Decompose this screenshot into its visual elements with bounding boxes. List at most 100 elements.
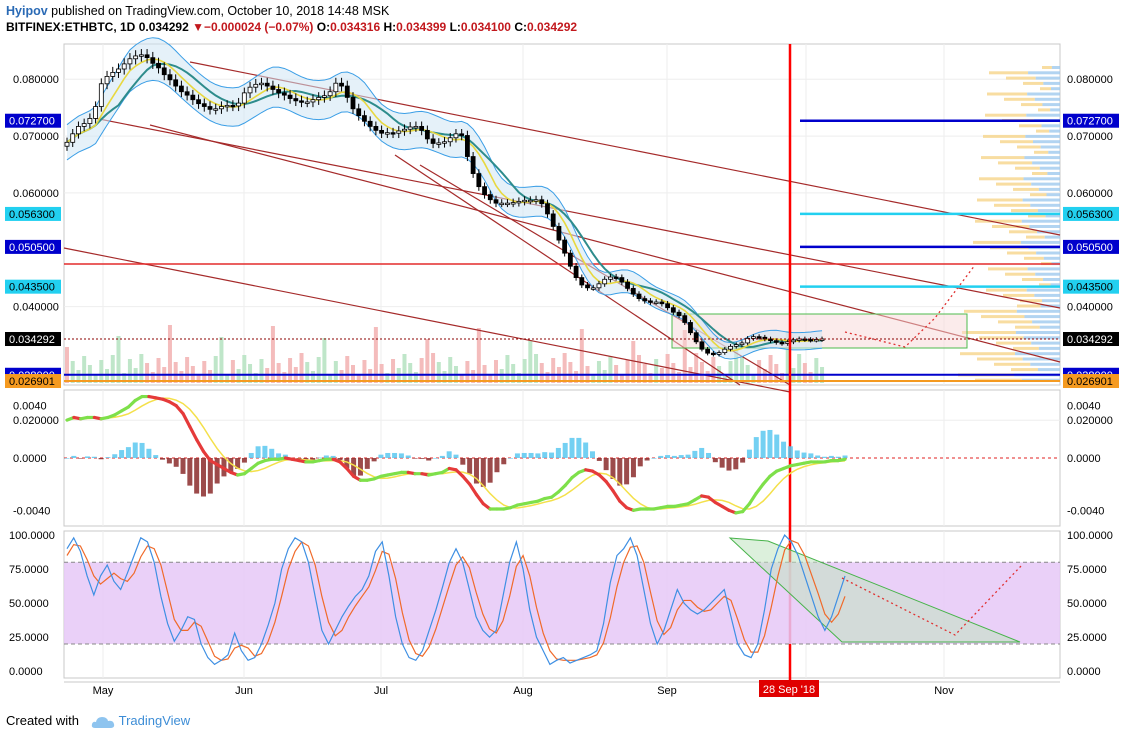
candle-body — [464, 135, 470, 157]
symbol-label: BITFINEX:ETHBTC, 1D — [6, 20, 136, 34]
volume-profile-bar — [962, 331, 1016, 334]
macd-tick-left: -0.0040 — [13, 505, 50, 517]
candle-body — [138, 54, 144, 57]
date-marker-tag — [759, 680, 819, 697]
volume-bar — [768, 355, 773, 383]
volume-profile-bar — [1050, 283, 1060, 287]
price-change: −0.000024 (−0.07%) — [203, 20, 314, 34]
volume-bar — [116, 336, 121, 383]
macd-histogram-bar — [207, 458, 213, 494]
candle-body — [545, 203, 550, 215]
open-label: O: — [316, 20, 331, 34]
macd-histogram-bar — [596, 458, 602, 461]
volume-bar — [539, 363, 544, 383]
macd-histogram-bar — [71, 455, 77, 458]
author-name[interactable]: Hyipov — [6, 4, 48, 18]
volume-profile-bar — [1042, 299, 1060, 303]
candle-body — [533, 199, 539, 202]
volume-profile-bar — [998, 320, 1033, 324]
candle-body — [270, 85, 276, 90]
macd-histogram-bar — [419, 458, 425, 459]
cloud-icon — [91, 716, 114, 728]
price-level-tag-text: 0.026901 — [9, 376, 55, 388]
macd-histogram-bar — [269, 448, 275, 458]
price-level-tag-left — [5, 113, 61, 128]
macd-histogram-bar — [808, 453, 814, 458]
macd-histogram-bar — [173, 458, 179, 467]
candle-body — [362, 115, 367, 122]
volume-bar — [127, 359, 132, 383]
volume-profile-bar — [1040, 145, 1060, 149]
macd-histogram-bar — [344, 458, 350, 469]
candle-body — [619, 277, 625, 283]
y-tick-label-left: 0.080000 — [13, 74, 59, 86]
volume-profile-bar — [1004, 97, 1035, 101]
volume-bar — [373, 327, 378, 383]
candle-body — [430, 138, 436, 144]
macd-histogram-bar — [781, 441, 787, 458]
volume-bar — [225, 374, 230, 383]
trend-channel-line — [63, 247, 791, 393]
volume-profile-bar — [989, 71, 1029, 75]
volume-bar — [65, 347, 69, 383]
volume-profile-bar — [1027, 92, 1060, 96]
volume-bar — [310, 371, 315, 383]
macd-histogram-bar — [105, 457, 111, 458]
volume-profile-bar — [979, 336, 1024, 340]
macd-histogram-bar — [453, 454, 459, 458]
volume-bar — [276, 363, 281, 383]
macd-tick-right: 0.0000 — [1067, 453, 1101, 465]
candle-body — [705, 348, 711, 354]
macd-histogram-bar — [726, 458, 732, 471]
candle-body — [104, 75, 110, 85]
macd-histogram-bar — [357, 458, 363, 476]
macd-histogram-bar — [166, 458, 172, 464]
volume-bar — [534, 354, 539, 383]
volume-profile-bar — [1034, 97, 1060, 101]
volume-profile-bar — [1039, 166, 1060, 170]
candle-body — [642, 298, 648, 302]
macd-histogram-bar — [774, 434, 780, 458]
tradingview-brand[interactable]: TradingView — [118, 713, 191, 728]
volume-bar — [248, 364, 253, 383]
volume-bar — [379, 364, 384, 383]
candle-body — [213, 108, 219, 111]
volume-bar — [677, 372, 682, 383]
volume-profile-bar — [992, 225, 1030, 228]
macd-histogram-bar — [589, 451, 595, 458]
candle-body — [482, 186, 487, 196]
volume-profile-bar — [1020, 240, 1060, 244]
macd-line-segment — [563, 476, 574, 488]
volume-bar — [431, 353, 436, 383]
macd-histogram-bar — [603, 458, 609, 471]
volume-profile-bar — [1027, 267, 1060, 271]
volume-profile-bar — [1043, 256, 1060, 260]
volume-profile-bar — [1035, 272, 1060, 276]
volume-bar — [511, 364, 516, 383]
candle-body — [70, 133, 76, 143]
volume-bar — [425, 339, 430, 383]
price-level-tag-right — [1063, 279, 1119, 294]
volume-profile-bar — [1046, 193, 1060, 197]
candle-body — [773, 340, 779, 343]
macd-histogram-bar — [446, 451, 452, 458]
volume-bar — [288, 358, 293, 383]
volume-bar — [402, 354, 407, 383]
macd-histogram-bar — [262, 445, 268, 458]
high-value: 0.034399 — [396, 20, 447, 34]
macd-histogram-bar — [767, 429, 773, 458]
volume-bar — [699, 362, 704, 383]
volume-profile-bar — [977, 357, 1023, 361]
volume-profile-bar — [1017, 304, 1041, 308]
volume-bar — [762, 369, 767, 383]
volume-bar — [579, 329, 584, 383]
volume-profile-bar — [1020, 299, 1042, 303]
volume-bar — [185, 357, 190, 383]
volume-profile-bar — [986, 288, 1027, 292]
candle-body — [259, 82, 264, 86]
macd-histogram-bar — [842, 455, 848, 458]
macd-histogram-bar — [487, 458, 493, 483]
publish-info: published on TradingView.com, October 10… — [47, 4, 390, 18]
macd-histogram-bar — [132, 442, 138, 458]
